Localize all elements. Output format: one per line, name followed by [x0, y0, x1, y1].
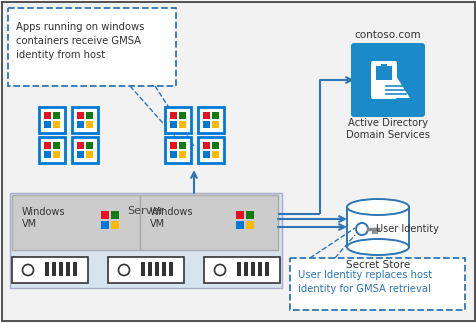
Bar [44, 120, 51, 128]
Bar [202, 120, 210, 128]
Bar [169, 120, 177, 128]
Bar [258, 262, 261, 276]
Bar [59, 262, 63, 276]
Bar [178, 112, 186, 120]
Bar [169, 262, 173, 276]
Bar [204, 257, 279, 283]
Circle shape [355, 223, 367, 235]
Bar [198, 107, 224, 133]
Bar [155, 262, 159, 276]
Bar [162, 262, 166, 276]
Bar [77, 151, 84, 158]
Bar [72, 137, 98, 163]
Bar [73, 262, 77, 276]
Bar [265, 262, 268, 276]
Bar [39, 107, 65, 133]
Bar [250, 262, 255, 276]
Ellipse shape [346, 239, 408, 255]
Bar [72, 107, 98, 133]
Bar [244, 262, 248, 276]
Bar [346, 207, 408, 247]
Bar [375, 66, 391, 80]
Bar [169, 142, 177, 150]
Bar [211, 112, 219, 120]
Bar [202, 142, 210, 150]
Bar [85, 112, 93, 120]
Bar [141, 262, 145, 276]
Text: User Identity: User Identity [375, 224, 438, 234]
Bar [165, 107, 190, 133]
Bar [110, 211, 119, 219]
Bar [108, 257, 184, 283]
Circle shape [22, 265, 33, 276]
Bar [211, 151, 219, 158]
Bar [77, 120, 84, 128]
Bar [245, 211, 253, 219]
Bar [148, 262, 152, 276]
Bar [245, 221, 253, 229]
Text: Windows
VM: Windows VM [22, 207, 65, 229]
Bar [237, 262, 240, 276]
Bar [77, 142, 84, 150]
Text: contoso.com: contoso.com [354, 30, 420, 40]
Bar [140, 195, 278, 250]
Bar [169, 151, 177, 158]
Bar [12, 195, 140, 250]
Bar [178, 151, 186, 158]
Bar [101, 211, 109, 219]
Bar [77, 112, 84, 120]
Bar [10, 193, 281, 288]
Polygon shape [381, 76, 409, 98]
FancyBboxPatch shape [370, 61, 396, 99]
FancyBboxPatch shape [350, 43, 424, 117]
Bar [101, 221, 109, 229]
Bar [202, 112, 210, 120]
Bar [289, 258, 464, 310]
Bar [52, 262, 56, 276]
Bar [45, 262, 49, 276]
Bar [66, 262, 70, 276]
Bar [85, 120, 93, 128]
Bar [85, 142, 93, 150]
Bar [110, 221, 119, 229]
Bar [211, 142, 219, 150]
Bar [44, 112, 51, 120]
Bar [169, 112, 177, 120]
Bar [52, 151, 60, 158]
Bar [52, 112, 60, 120]
Text: Windows
VM: Windows VM [149, 207, 193, 229]
Text: Secret Store: Secret Store [345, 260, 409, 270]
Bar [380, 64, 386, 66]
Bar [211, 120, 219, 128]
Ellipse shape [346, 199, 408, 215]
Circle shape [214, 265, 225, 276]
Bar [198, 137, 224, 163]
Bar [202, 151, 210, 158]
Bar [44, 142, 51, 150]
Bar [52, 120, 60, 128]
Text: User Identity replaces host
identity for GMSA retrieval: User Identity replaces host identity for… [298, 270, 431, 294]
Bar [44, 151, 51, 158]
Text: Apps running on windows
containers receive GMSA
identity from host: Apps running on windows containers recei… [16, 22, 144, 60]
Bar [236, 221, 244, 229]
Bar [12, 257, 88, 283]
Circle shape [118, 265, 129, 276]
Bar [52, 142, 60, 150]
Bar [165, 137, 190, 163]
Text: Active Directory
Domain Services: Active Directory Domain Services [345, 118, 429, 140]
Bar [8, 8, 176, 86]
Bar [178, 120, 186, 128]
Bar [236, 211, 244, 219]
Bar [39, 137, 65, 163]
Text: Server: Server [128, 206, 164, 216]
Bar [178, 142, 186, 150]
Bar [85, 151, 93, 158]
